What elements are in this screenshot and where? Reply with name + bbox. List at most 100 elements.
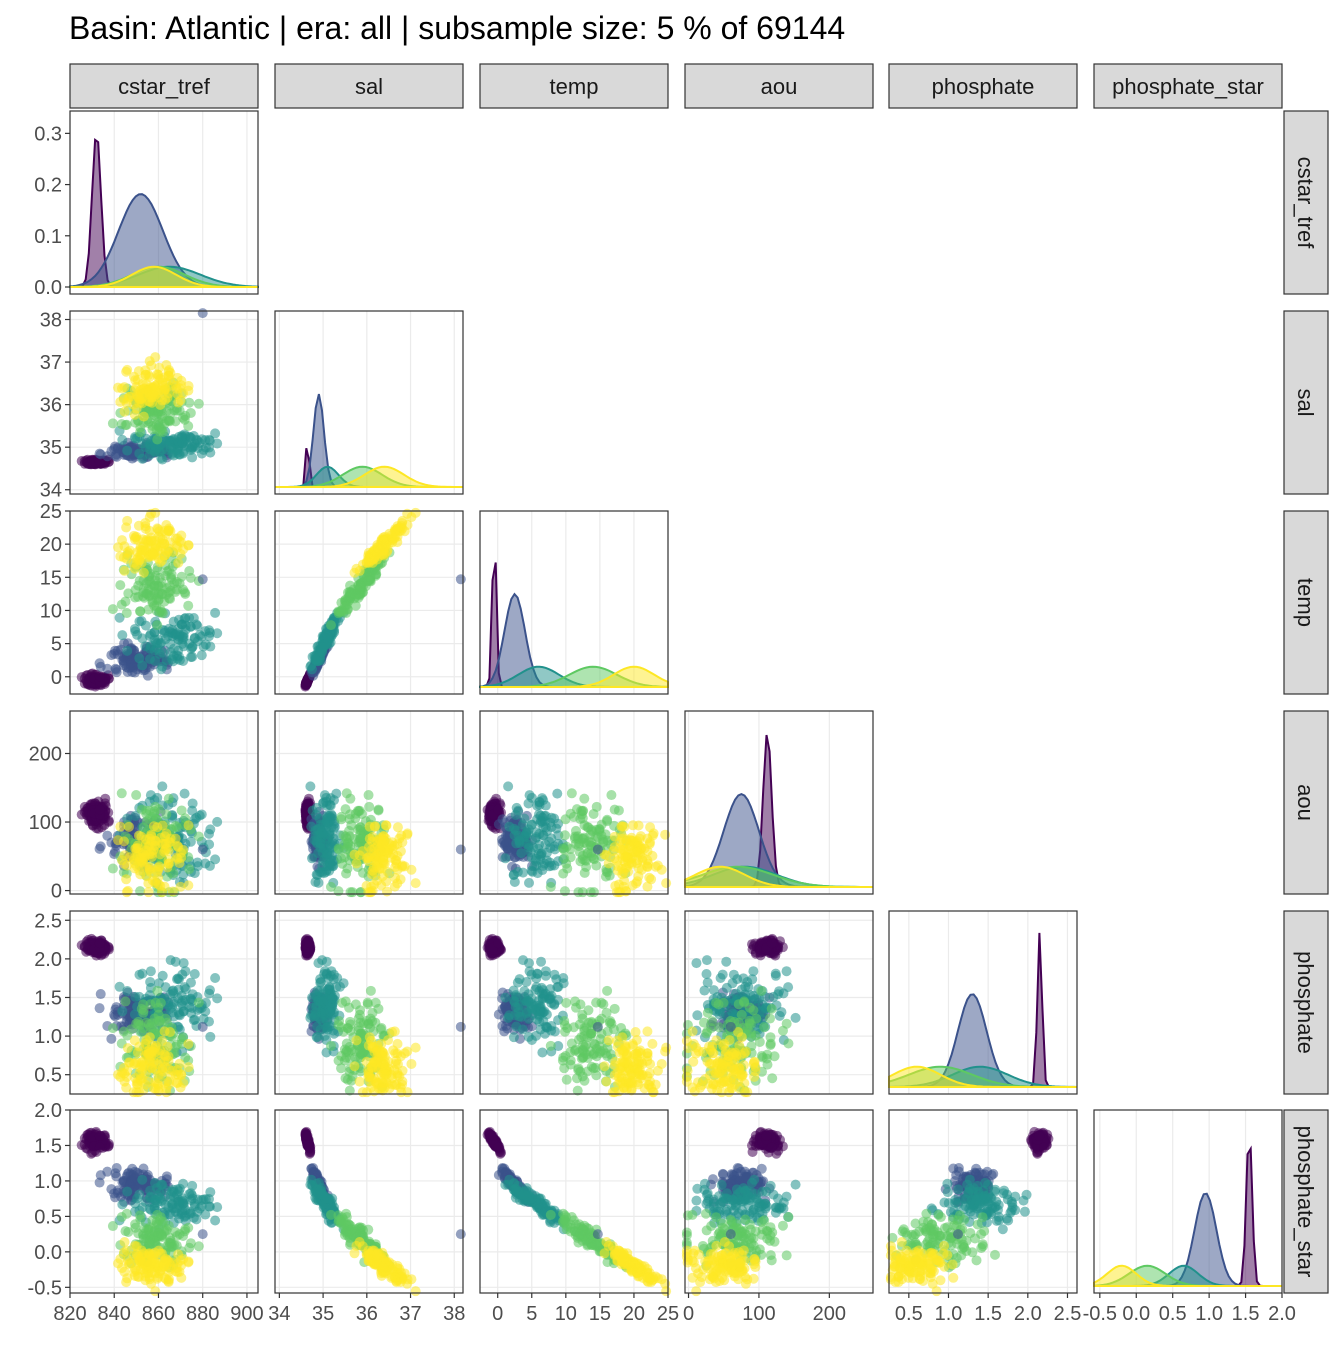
data-point xyxy=(347,1045,357,1055)
data-point xyxy=(541,971,551,981)
data-point xyxy=(184,1062,194,1072)
data-point xyxy=(523,996,533,1006)
data-point xyxy=(126,1024,136,1034)
data-point xyxy=(166,955,176,965)
data-point xyxy=(145,512,155,522)
data-point xyxy=(189,431,199,441)
data-point xyxy=(148,549,158,559)
data-point xyxy=(173,558,183,568)
data-point xyxy=(350,568,360,578)
data-point xyxy=(148,390,158,400)
data-point xyxy=(139,412,149,422)
data-point xyxy=(343,1023,353,1033)
data-point xyxy=(333,606,343,616)
data-point xyxy=(396,1087,406,1097)
data-point xyxy=(574,839,584,849)
data-point xyxy=(205,642,215,652)
panel-sal-sal xyxy=(275,311,463,494)
data-point xyxy=(372,876,382,886)
outlier-point xyxy=(593,844,603,854)
data-point xyxy=(586,887,596,897)
data-point xyxy=(176,853,186,863)
data-point xyxy=(388,1045,398,1055)
data-point xyxy=(139,568,149,578)
data-point xyxy=(183,880,193,890)
data-point xyxy=(341,869,351,879)
data-point xyxy=(518,955,528,965)
data-point xyxy=(168,986,178,996)
data-point xyxy=(319,969,329,979)
data-point xyxy=(524,824,534,834)
data-point xyxy=(180,982,190,992)
data-point xyxy=(502,1024,512,1034)
data-point xyxy=(122,887,132,897)
data-point xyxy=(317,868,327,878)
data-point xyxy=(365,822,375,832)
data-point xyxy=(141,621,151,631)
data-point xyxy=(305,781,315,791)
data-point xyxy=(186,622,196,632)
data-point xyxy=(173,398,183,408)
data-point xyxy=(503,781,513,791)
data-point xyxy=(540,1029,550,1039)
data-point xyxy=(393,1059,403,1069)
data-point xyxy=(406,1059,416,1069)
data-point xyxy=(115,580,125,590)
panel-phosphate-cstar_tref xyxy=(70,911,258,1097)
data-point xyxy=(372,1046,382,1056)
data-point xyxy=(176,1070,186,1080)
data-point xyxy=(396,830,406,840)
data-point xyxy=(333,886,343,896)
data-point xyxy=(183,601,193,611)
data-point xyxy=(160,831,170,841)
data-point xyxy=(205,824,215,834)
data-point xyxy=(132,390,142,400)
data-point xyxy=(567,788,577,798)
data-point xyxy=(150,802,160,812)
data-point xyxy=(569,1022,579,1032)
data-point xyxy=(594,1041,604,1051)
data-point xyxy=(610,1004,620,1014)
panel-border xyxy=(275,511,463,694)
outlier-point xyxy=(198,844,208,854)
data-point xyxy=(117,383,127,393)
data-point xyxy=(378,1068,388,1078)
data-point xyxy=(377,840,387,850)
data-point xyxy=(142,589,152,599)
data-point xyxy=(500,993,510,1003)
data-point xyxy=(366,576,376,586)
data-point xyxy=(145,356,155,366)
data-point xyxy=(515,974,525,984)
data-point xyxy=(157,781,167,791)
data-point xyxy=(355,582,365,592)
chart-title: Basin: Atlantic | era: all | subsample s… xyxy=(69,10,845,46)
data-point xyxy=(511,810,521,820)
data-point xyxy=(534,849,544,859)
data-point xyxy=(619,876,629,886)
data-point xyxy=(162,862,172,872)
data-point xyxy=(378,855,388,865)
data-point xyxy=(144,864,154,874)
data-point xyxy=(152,620,162,630)
data-point xyxy=(628,880,638,890)
data-point xyxy=(558,869,568,879)
data-point xyxy=(366,986,376,996)
data-point xyxy=(138,999,148,1009)
data-point xyxy=(345,794,355,804)
data-point xyxy=(134,830,144,840)
data-point xyxy=(139,850,149,860)
data-point xyxy=(578,851,588,861)
data-point xyxy=(514,835,524,845)
data-point xyxy=(108,604,118,614)
data-point xyxy=(592,802,602,812)
data-point xyxy=(140,641,150,651)
data-point xyxy=(130,410,140,420)
data-point xyxy=(372,549,382,559)
data-point xyxy=(155,639,165,649)
data-point xyxy=(172,541,182,551)
data-point xyxy=(157,582,167,592)
data-point xyxy=(205,1032,215,1042)
data-point xyxy=(546,882,556,892)
data-point xyxy=(132,555,142,565)
data-point xyxy=(122,398,132,408)
